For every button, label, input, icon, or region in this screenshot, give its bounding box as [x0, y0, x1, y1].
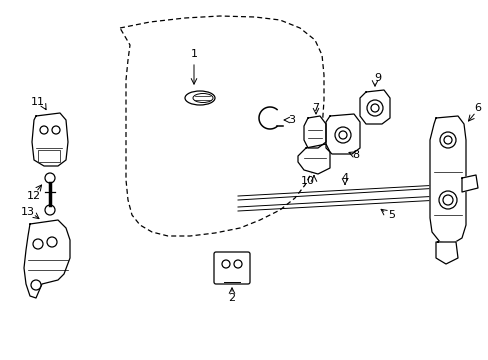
Polygon shape [461, 175, 477, 192]
Circle shape [442, 195, 452, 205]
Circle shape [45, 205, 55, 215]
Circle shape [334, 127, 350, 143]
Text: 4: 4 [341, 173, 348, 183]
Polygon shape [24, 220, 70, 298]
Polygon shape [297, 144, 329, 174]
Polygon shape [304, 116, 325, 148]
Text: 3: 3 [288, 115, 295, 125]
Polygon shape [359, 90, 389, 124]
Bar [38, 150, 60, 162]
Circle shape [370, 104, 378, 112]
Text: 7: 7 [312, 103, 319, 113]
Circle shape [443, 136, 451, 144]
Circle shape [222, 260, 229, 268]
Circle shape [31, 280, 41, 290]
Ellipse shape [184, 91, 215, 105]
FancyBboxPatch shape [214, 252, 249, 284]
Circle shape [33, 239, 43, 249]
Circle shape [45, 173, 55, 183]
Text: 6: 6 [473, 103, 481, 113]
Circle shape [47, 237, 57, 247]
Text: 11: 11 [31, 97, 45, 107]
Circle shape [52, 126, 60, 134]
Polygon shape [429, 116, 465, 244]
Text: 13: 13 [21, 207, 35, 217]
Text: 10: 10 [301, 176, 314, 186]
Ellipse shape [193, 94, 213, 103]
Circle shape [366, 100, 382, 116]
Polygon shape [325, 114, 359, 154]
Text: 2: 2 [228, 293, 235, 303]
Circle shape [338, 131, 346, 139]
Text: 5: 5 [387, 210, 395, 220]
Polygon shape [435, 242, 457, 264]
Polygon shape [32, 113, 68, 166]
Circle shape [234, 260, 242, 268]
Circle shape [438, 191, 456, 209]
Circle shape [40, 126, 48, 134]
Text: 1: 1 [190, 49, 197, 59]
Text: 8: 8 [352, 150, 359, 160]
Text: 9: 9 [374, 73, 381, 83]
Circle shape [439, 132, 455, 148]
Text: 12: 12 [27, 191, 41, 201]
